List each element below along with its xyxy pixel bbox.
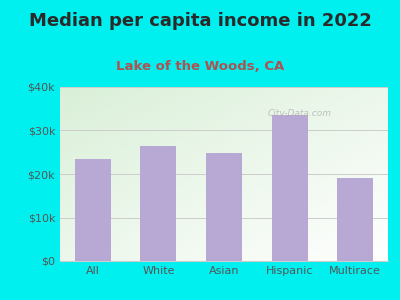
Bar — [337, 178, 373, 261]
Bar — [206, 153, 242, 261]
Bar — [140, 146, 176, 261]
Bar — [75, 159, 111, 261]
Text: City-Data.com: City-Data.com — [268, 109, 332, 118]
Text: Lake of the Woods, CA: Lake of the Woods, CA — [116, 60, 284, 73]
Bar — [272, 115, 308, 261]
Text: Median per capita income in 2022: Median per capita income in 2022 — [28, 12, 372, 30]
